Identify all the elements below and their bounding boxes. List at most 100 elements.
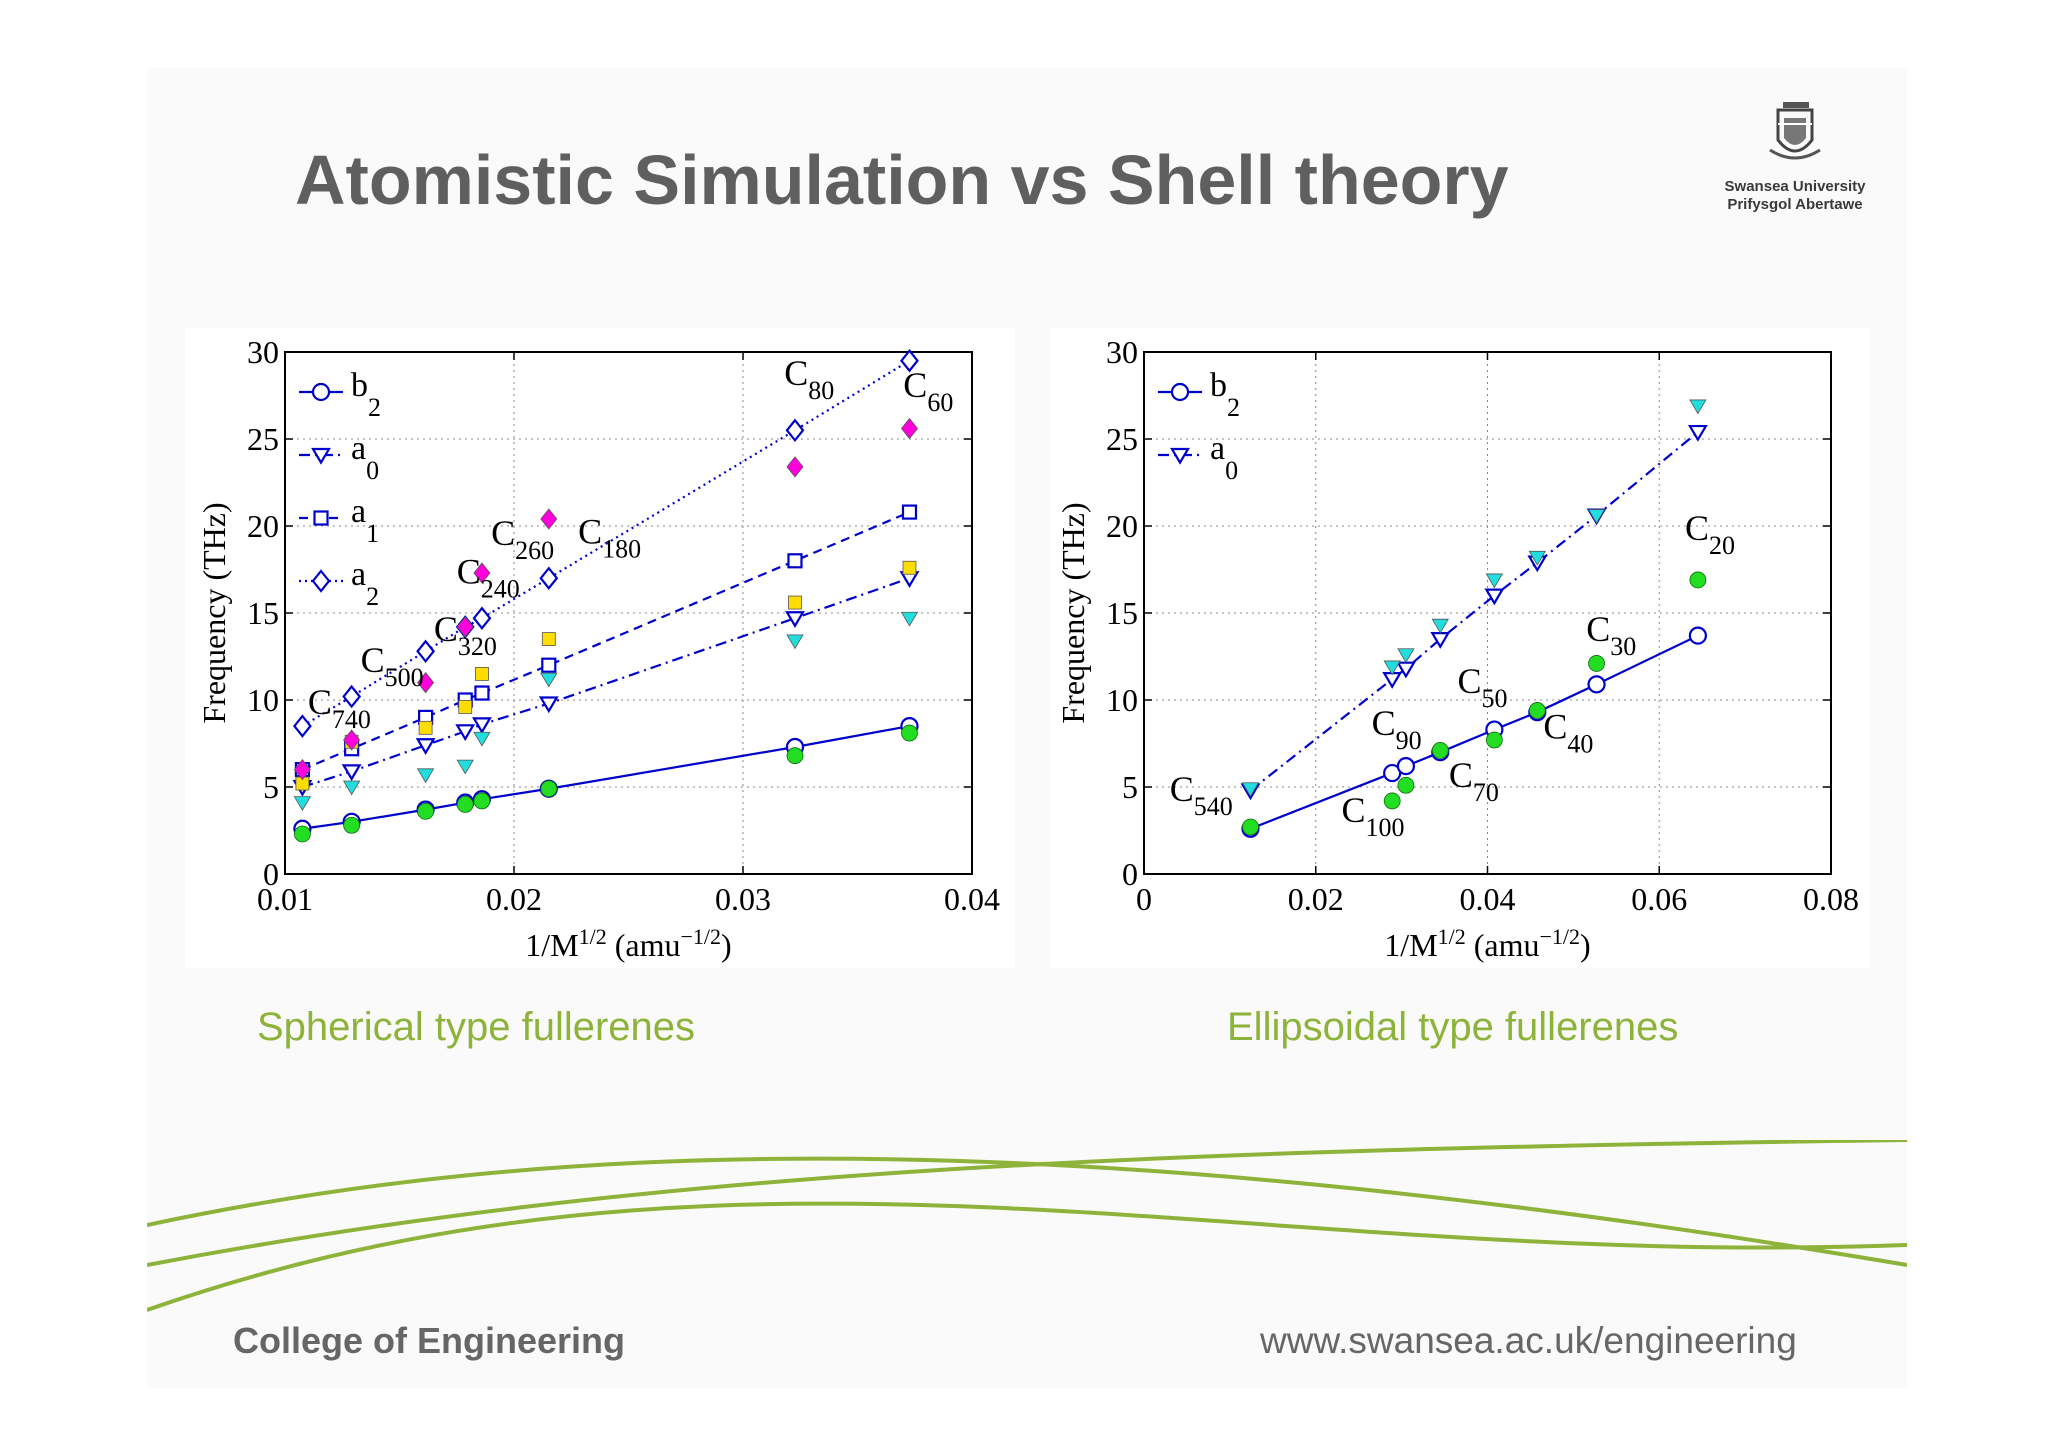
series-3-point [1528,550,1547,566]
series-3-point [1689,399,1707,415]
series-1-point [1484,588,1505,606]
decorative-waves [147,1140,1907,1312]
series-2-point [1528,702,1546,719]
x-axis-label: 1/M1/2 (amu−1/2) [525,924,731,963]
point-annotation: C60 [903,365,953,417]
logo-line-2: Prifysgol Abertawe [1727,196,1863,213]
series-5-point [456,759,474,775]
series-7-point [786,456,804,478]
caption-spherical: Spherical type fullerenes [257,1005,696,1049]
point-annotation: C90 [1372,703,1422,755]
slide-title: Atomistic Simulation vs Shell theory [295,141,1509,219]
y-tick-label: 0 [263,856,279,892]
series-0-point [1587,675,1606,694]
series-2-point [1242,818,1259,836]
series-3 [1241,399,1707,798]
y-tick-label: 10 [1106,682,1138,718]
series-2-point [1383,792,1401,810]
series-1-point [341,764,362,782]
series-5 [293,611,919,812]
y-tick-label: 30 [1106,334,1138,370]
series-1-point [785,611,805,628]
y-axis-label: Frequency (THz) [196,502,232,723]
series-1-point [472,717,492,735]
series-3-point [1431,618,1449,634]
point-annotation: C30 [1586,609,1636,661]
legend-marker [1170,447,1190,465]
series-5-point [342,780,361,796]
point-annotation: C50 [1457,661,1507,713]
series-0-point [1396,757,1416,776]
legend-marker [311,569,331,593]
footer-url[interactable]: www.swansea.ac.uk/engineering [1260,1320,1797,1361]
series-5-point [786,634,804,650]
series-6-point [475,666,489,681]
series-6-point [788,595,802,610]
y-axis-label: Frequency (THz) [1055,502,1091,723]
series-2 [1242,571,1707,836]
series-2-point [787,553,803,569]
x-tick-label: 0.02 [486,881,542,917]
x-tick-label: 0.04 [1460,881,1516,917]
legend-label: b2 [351,367,381,422]
university-logo: Swansea University Prifysgol Abertawe [1700,100,1890,220]
point-annotation: C540 [1170,769,1233,821]
series-7-point [900,417,918,440]
series-5-point [540,672,558,688]
series-2-point [1431,742,1449,759]
series-2-point [901,504,918,520]
series-4-point [456,795,474,813]
series-2-line [301,511,910,771]
series-1 [1240,424,1708,801]
series-4-point [417,802,435,820]
series-3-point [1397,648,1415,664]
legend-item: b2 [299,367,381,422]
series-6-point [902,560,917,575]
series-7 [293,417,918,781]
footer-college: College of Engineering [233,1320,626,1361]
x-tick-label: 0.03 [715,881,771,917]
y-tick-label: 5 [263,769,279,805]
logo-line-1: Swansea University [1724,178,1866,195]
point-annotation: C40 [1543,706,1593,758]
series-2-point [1588,655,1605,672]
point-annotation: C240 [457,551,520,603]
y-tick-label: 10 [247,682,279,718]
x-tick-label: 0.04 [944,881,1000,917]
legend-label: a2 [351,556,379,611]
series-6-point [418,720,433,735]
series-2-point [1689,571,1707,589]
caption-ellipsoidal: Ellipsoidal type fullerenes [1227,1005,1679,1049]
series-2-point [1397,776,1415,794]
y-tick-label: 15 [1106,595,1138,631]
series-4-point [540,780,558,798]
point-annotation: C500 [361,640,424,692]
legend-label: a0 [351,430,379,485]
legend-item: a2 [299,556,379,611]
legend-label: a0 [1210,430,1238,485]
y-tick-label: 25 [1106,421,1138,457]
y-tick-label: 25 [247,421,279,457]
point-annotation: C70 [1449,755,1499,807]
series-5-point [473,731,491,747]
series-1-point [538,696,559,714]
series-3-point [1485,573,1504,589]
series-1-point [1687,424,1708,442]
y-tick-label: 30 [247,334,279,370]
x-tick-label: 0 [1136,881,1152,917]
series-1-line [302,577,910,789]
series-0 [293,717,919,838]
point-annotation: C100 [1342,790,1405,842]
x-tick-label: 0.08 [1803,881,1859,917]
series-5-point [293,796,312,812]
series-4 [294,724,918,843]
point-annotation: C180 [578,511,641,563]
series-1-line [1249,431,1699,792]
x-axis-label: 1/M1/2 (amu−1/2) [1384,924,1590,963]
x-tick-label: 0.02 [1288,881,1344,917]
crest-icon [1769,102,1821,160]
series-4-point [786,747,804,765]
legend-marker [311,447,331,465]
legend-label: a1 [351,493,379,548]
x-tick-label: 0.01 [257,881,313,917]
